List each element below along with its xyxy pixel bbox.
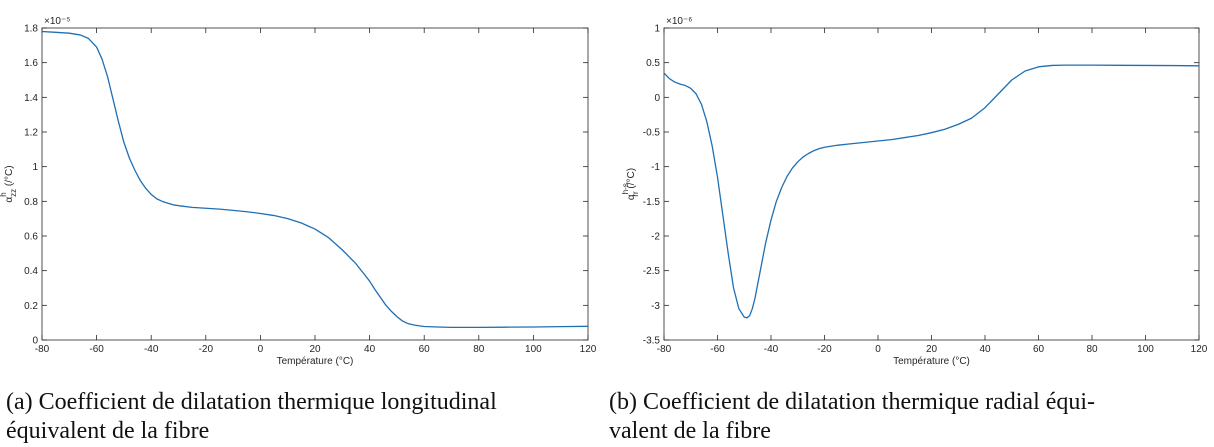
x-tick-label: 40 [364, 344, 376, 355]
plot-frame [663, 27, 1200, 341]
y-tick-label: 1.6 [24, 58, 38, 69]
x-tick-label: 120 [580, 344, 597, 355]
y-tick-label: 1.4 [24, 93, 38, 104]
series-line [663, 64, 1200, 319]
x-tick-label: -60 [89, 344, 104, 355]
x-tick-label: 60 [1033, 344, 1045, 355]
x-tick-label: -20 [817, 344, 832, 355]
x-tick-label: 60 [419, 344, 431, 355]
caption-b-line1: (b) Coefficient de dilatation thermique … [609, 389, 1096, 415]
y-tick-label: 1.2 [24, 128, 38, 139]
y-tick-label: 0 [32, 336, 38, 347]
caption-a: (a) Coefficient de dilatation thermique … [6, 388, 566, 446]
y-tick-label: 0.4 [24, 266, 38, 277]
chart-b: -80 -60 -40 -20 0 20 40 60 80 100 120 -3.5 -3 -2.5 -2 -… [621, 16, 1208, 367]
y-tick-label: -1 [651, 162, 660, 173]
y-label-symbol: α [4, 197, 15, 203]
x-tick-label: 0 [875, 344, 881, 355]
chart-panel-a: -80 -60 -40 -20 0 20 40 60 80 100 120 0 0.2 0.4 0.6 0.8… [0, 0, 600, 447]
x-tick-label: -40 [764, 344, 779, 355]
x-tick-label: -20 [199, 344, 214, 355]
caption-a-line1: (a) Coefficient de dilatation thermique … [6, 389, 497, 415]
y-tick-label: 0.8 [24, 197, 38, 208]
chart-panel-b: -80 -60 -40 -20 0 20 40 60 80 100 120 -3.5 -3 -2.5 -2 -… [614, 0, 1214, 447]
y-tick-label: -2.5 [643, 266, 661, 277]
y-exponent-label: ×10⁻⁵ [44, 16, 70, 27]
y-tick-label: 0.2 [24, 301, 38, 312]
y-tick-label: 1 [32, 162, 38, 173]
chart-a: -80 -60 -40 -20 0 20 40 60 80 100 120 0 0.2 0.4 0.6 0.8… [0, 16, 597, 367]
x-tick-label: 80 [1086, 344, 1098, 355]
x-tick-label: 0 [258, 344, 264, 355]
y-tick-label: 0.5 [646, 58, 660, 69]
caption-b: (b) Coefficient de dilatation thermique … [609, 388, 1169, 446]
x-tick-label: 20 [926, 344, 938, 355]
caption-a-line2: équivalent de la fibre [6, 418, 210, 444]
y-tick-label: 0 [654, 93, 660, 104]
y-label-subscript: zz [9, 189, 18, 197]
svg-text:αhzz (/°C): αhzz (/°C) [0, 165, 18, 202]
y-tick-label: 0.6 [24, 232, 38, 243]
y-label-superscript: h-s [621, 183, 630, 194]
y-tick-label: 1 [654, 24, 660, 35]
y-tick-label: -3 [651, 301, 660, 312]
x-tick-label: -80 [657, 344, 672, 355]
y-axis-label: αhzz (/°C) [0, 165, 18, 202]
y-label-unit: (/°C) [4, 165, 15, 188]
y-label-symbol: α [626, 194, 637, 200]
x-tick-label: 100 [525, 344, 542, 355]
y-tick-label: -3.5 [643, 336, 661, 347]
caption-b-line2: valent de la fibre [609, 418, 771, 444]
x-tick-label: 80 [473, 344, 485, 355]
x-tick-label: 20 [309, 344, 321, 355]
y-tick-label: -1.5 [643, 197, 661, 208]
x-axis-label: Température (°C) [277, 356, 354, 367]
y-tick-label: -0.5 [643, 128, 661, 139]
series-line [41, 30, 589, 328]
x-tick-label: 100 [1137, 344, 1154, 355]
y-tick-label: -2 [651, 232, 660, 243]
x-tick-label: -40 [144, 344, 159, 355]
y-label-unit: (/°C) [626, 168, 637, 191]
y-exponent-label: ×10⁻⁶ [666, 16, 692, 27]
x-axis-label: Température (°C) [893, 356, 970, 367]
y-label-superscript: h [0, 192, 8, 196]
svg-text:αh-srr (/°C): αh-srr (/°C) [621, 168, 640, 200]
x-tick-label: 40 [979, 344, 991, 355]
x-tick-label: -60 [710, 344, 725, 355]
x-tick-label: 120 [1191, 344, 1208, 355]
plot-frame [41, 27, 589, 341]
y-label-subscript: rr [631, 191, 640, 197]
y-tick-label: 1.8 [24, 24, 38, 35]
x-tick-label: -80 [35, 344, 50, 355]
y-axis-label: αh-srr (/°C) [621, 168, 640, 200]
